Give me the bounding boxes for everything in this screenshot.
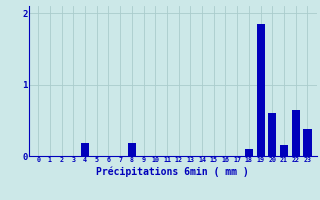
Bar [257,24,265,156]
Bar [268,113,276,156]
Bar [292,110,300,156]
Bar [303,129,312,156]
Bar [280,145,288,156]
X-axis label: Précipitations 6min ( mm ): Précipitations 6min ( mm ) [96,166,249,177]
Bar [245,149,253,156]
Bar [81,143,89,156]
Bar [128,143,136,156]
